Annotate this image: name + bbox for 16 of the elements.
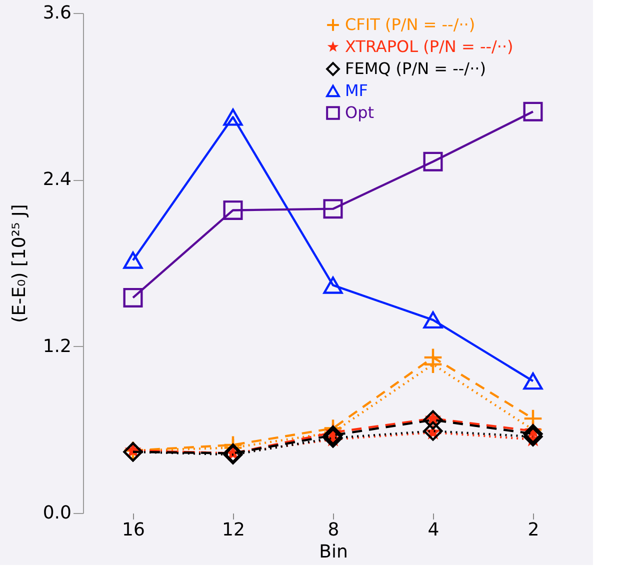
x-axis-title: Bin [319, 542, 348, 562]
legend-label: XTRAPOL (P/N = --/··) [345, 37, 514, 56]
x-tick-label: 2 [528, 520, 540, 540]
y-tick-label: 2.4 [42, 169, 72, 190]
y-tick-label: 3.6 [42, 2, 72, 24]
legend-label: Opt [345, 103, 374, 122]
y-tick-label: 0.0 [42, 502, 72, 524]
legend-label: MF [345, 81, 368, 100]
x-tick-label: 12 [222, 520, 245, 540]
legend-label: FEMQ (P/N = --/··) [345, 59, 486, 78]
y-tick-label: 1.2 [42, 336, 72, 357]
y-axis-title: (E-E₀) [10²⁵ J] [8, 204, 30, 323]
x-tick-label: 16 [122, 520, 145, 540]
x-tick-label: 4 [428, 520, 440, 540]
legend-label: CFIT (P/N = --/··) [345, 15, 476, 34]
x-tick-label: 8 [328, 520, 340, 540]
